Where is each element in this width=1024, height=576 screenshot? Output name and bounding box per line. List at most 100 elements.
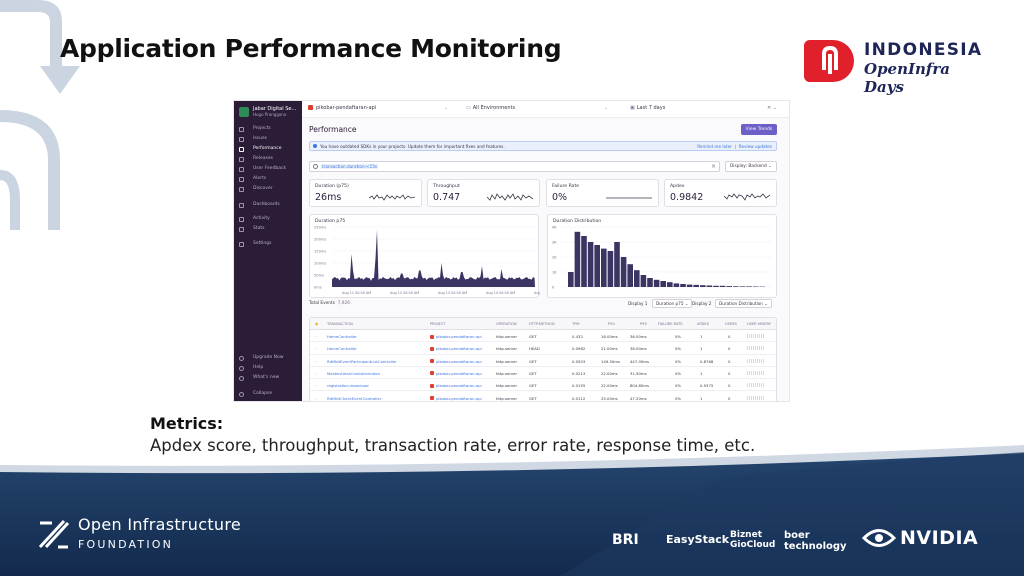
collapse-icon: [239, 392, 244, 397]
col-user-misery[interactable]: USER MISERY: [747, 322, 771, 326]
cell-p50: 16.00ms: [601, 334, 618, 339]
table-row[interactable]: ☆ HomeController pikobar-pendaftaran-api ht…: [310, 342, 776, 355]
kpi-value: 0%: [552, 192, 568, 203]
col-project[interactable]: PROJECT: [430, 322, 446, 326]
col-operation[interactable]: OPERATION: [496, 322, 517, 326]
sidebar-item-releases[interactable]: Releases: [239, 156, 299, 164]
col-apdex[interactable]: APDEX: [697, 322, 710, 326]
cell-transaction[interactable]: MasterAreasControllerIndex: [327, 370, 380, 376]
display2-select[interactable]: Duration Distribution ⌄: [715, 299, 772, 308]
sidebar-item-stats[interactable]: Stats: [239, 226, 299, 234]
sidebar-item-label: Dashboards: [253, 202, 280, 207]
cell-transaction[interactable]: RdtRdtCheckEventController: [327, 395, 382, 401]
star-icon[interactable]: ☆: [315, 395, 319, 401]
distribution-bar: [680, 284, 686, 287]
sidebar-item-projects[interactable]: Projects: [239, 126, 299, 134]
cell-users: 0: [728, 358, 731, 364]
view-trends-button[interactable]: View Trends: [741, 124, 777, 135]
distribution-bar: [673, 283, 680, 287]
sidebar-item-user-feedback[interactable]: User Feedback: [239, 166, 299, 174]
cell-transaction[interactable]: RdtRdtEventParticipantListController: [327, 358, 397, 364]
cell-transaction[interactable]: HomeController: [327, 334, 357, 339]
col-tpm[interactable]: TPM: [572, 322, 580, 326]
cell-project[interactable]: pikobar-pendaftaran-api: [430, 396, 482, 401]
cell-project-name: pikobar-pendaftaran-api: [436, 334, 482, 339]
sidebar-item-collapse[interactable]: Collapse: [239, 391, 299, 399]
kpi-card-failure-rate[interactable]: Failure Rate 0%: [546, 179, 659, 207]
kpi-card-apdex[interactable]: Apdex 0.9842: [664, 179, 777, 207]
sidebar-item-what-s-new[interactable]: What's new: [239, 375, 299, 383]
clear-search-icon[interactable]: ×: [710, 163, 716, 170]
cell-users: 0: [728, 370, 731, 376]
distribution-bar: [693, 284, 699, 287]
oif-logo-icon: [38, 519, 70, 549]
table-row[interactable]: ☆ HomeController pikobar-pendaftaran-api ht…: [310, 330, 776, 343]
kpi-value: 0.747: [433, 192, 461, 203]
duration-p75-plot: 250ms 200ms 150ms 100ms 50ms 0ms Aug 11 00:00 …: [314, 226, 540, 296]
sidebar-item-activity[interactable]: Activity: [239, 216, 299, 224]
project-icon: [430, 371, 434, 376]
period-clear-icon[interactable]: ✕ ⌄: [767, 105, 777, 111]
kpi-label: Throughput: [433, 184, 460, 189]
cell-operation: http.server: [496, 346, 518, 352]
star-icon[interactable]: ☆: [315, 358, 319, 364]
oif-logo-name: Open Infrastructure: [78, 515, 242, 534]
project-chevron-icon[interactable]: ⌄: [444, 105, 449, 111]
col-p95[interactable]: P95: [640, 322, 647, 326]
upgrade-icon: [239, 356, 244, 361]
cell-transaction[interactable]: registration.download: [327, 383, 369, 389]
search-token[interactable]: transaction.duration:<15s: [321, 164, 379, 169]
cell-transaction[interactable]: HomeController: [327, 346, 357, 352]
star-icon[interactable]: ☆: [315, 334, 319, 339]
kpi-card-duration[interactable]: Duration (p75) 26ms: [309, 179, 422, 207]
col-users[interactable]: USERS: [725, 322, 737, 326]
cell-apdex: 1: [700, 334, 703, 339]
col-transaction[interactable]: TRANSACTION: [327, 322, 353, 326]
review-updates-link[interactable]: Review updates: [738, 144, 772, 149]
star-icon[interactable]: ☆: [315, 346, 319, 352]
display1-select[interactable]: Duration p75 ⌄: [652, 299, 693, 308]
cell-project[interactable]: pikobar-pendaftaran-api: [430, 334, 482, 339]
display-selector[interactable]: Display: Backend ⌄: [725, 161, 777, 172]
environment-chevron-icon[interactable]: ⌄: [604, 105, 609, 111]
sidebar-item-performance[interactable]: Performance: [239, 146, 299, 154]
distribution-bar: [620, 257, 627, 287]
environment-selector[interactable]: ▭ All Environments: [466, 105, 515, 111]
sidebar-item-issues[interactable]: Issues: [239, 136, 299, 144]
sidebar-item-label: Discover: [253, 186, 273, 191]
sidebar-item-upgrade-now[interactable]: Upgrade Now: [239, 355, 299, 363]
star-icon[interactable]: ☆: [315, 383, 319, 389]
col-failure-rate[interactable]: FAILURE RATE: [658, 322, 683, 326]
y-tick-label: 2K: [552, 256, 557, 260]
sidebar-item-help[interactable]: Help: [239, 365, 299, 373]
sidebar-item-discover[interactable]: Discover: [239, 186, 299, 194]
star-icon[interactable]: ●: [315, 322, 319, 326]
cell-users: 0: [728, 334, 731, 339]
cell-project[interactable]: pikobar-pendaftaran-api: [430, 371, 482, 376]
col-p50[interactable]: P50: [608, 322, 615, 326]
table-row[interactable]: ☆ RdtRdtEventParticipantListController pik…: [310, 355, 776, 367]
sponsor-nvidia-logo: NVIDIA: [900, 527, 979, 549]
sidebar-item-alerts[interactable]: Alerts: [239, 176, 299, 184]
star-icon[interactable]: ☆: [315, 370, 319, 376]
table-row[interactable]: ☆ RdtRdtCheckEventController pikobar-penda…: [310, 392, 776, 402]
cell-project[interactable]: pikobar-pendaftaran-api: [430, 346, 482, 351]
sidebar-item-settings[interactable]: Settings: [239, 241, 299, 249]
distribution-bar: [653, 279, 660, 287]
user-misery-bar: [747, 346, 765, 351]
col-http-method[interactable]: HTTP.METHOD: [529, 322, 555, 326]
sidebar-item-label: Releases: [253, 156, 273, 161]
table-row[interactable]: ☆ registration.download pikobar-pendaftara…: [310, 379, 776, 392]
kpi-sparkline: [369, 194, 415, 201]
cell-project[interactable]: pikobar-pendaftaran-api: [430, 383, 482, 388]
search-input[interactable]: transaction.duration:<15s ×: [309, 161, 720, 172]
project-selector[interactable]: pikobar-pendaftaran-api: [308, 105, 376, 111]
cell-project[interactable]: pikobar-pendaftaran-api: [430, 359, 482, 364]
sidebar-item-dashboards[interactable]: Dashboards: [239, 202, 299, 210]
kpi-card-throughput[interactable]: Throughput 0.747: [427, 179, 540, 207]
remind-later-link[interactable]: Remind me later: [697, 144, 733, 149]
org-switcher[interactable]: Jabar Digital Se... Hugo Pranggono: [239, 106, 299, 120]
table-row[interactable]: ☆ MasterAreasControllerIndex pikobar-penda…: [310, 367, 776, 380]
cell-project-name: pikobar-pendaftaran-api: [436, 346, 482, 352]
period-selector[interactable]: ▣ Last 7 days: [630, 105, 665, 111]
